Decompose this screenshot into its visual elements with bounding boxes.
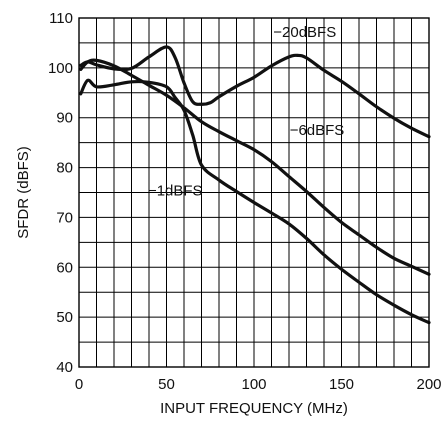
series-label: −6dBFS xyxy=(290,122,345,139)
tick-labels: 0 50 100 150 200 40 50 60 70 80 90 100 110 xyxy=(48,10,442,393)
y-tick-label: 40 xyxy=(56,359,73,376)
x-tick-label: 150 xyxy=(329,376,354,393)
series-lines xyxy=(79,45,431,325)
x-tick-label: 100 xyxy=(241,376,266,393)
y-tick-label: 110 xyxy=(49,10,73,27)
x-axis-label: INPUT FREQUENCY (MHz) xyxy=(160,400,348,417)
x-tick-label: 200 xyxy=(416,376,441,393)
series-line-0 xyxy=(79,45,431,139)
y-tick-label: 100 xyxy=(48,60,73,77)
series-label: −1dBFS xyxy=(148,182,203,199)
y-tick-label: 60 xyxy=(56,259,73,276)
y-axis-label: SFDR (dBFS) xyxy=(15,146,32,239)
plot-frame xyxy=(78,17,430,368)
x-tick-label: 50 xyxy=(158,376,175,393)
series-line-1 xyxy=(79,58,431,276)
y-tick-label: 50 xyxy=(56,309,73,326)
series-labels: −20dBFS −6dBFS −1dBFS xyxy=(148,24,344,200)
x-tick-label: 0 xyxy=(75,376,83,393)
series-line-2 xyxy=(79,78,431,325)
y-tick-label: 80 xyxy=(56,160,73,177)
y-tick-label: 90 xyxy=(56,110,73,127)
grid xyxy=(78,17,430,368)
series-label: −20dBFS xyxy=(273,24,336,41)
y-tick-label: 70 xyxy=(56,209,73,226)
